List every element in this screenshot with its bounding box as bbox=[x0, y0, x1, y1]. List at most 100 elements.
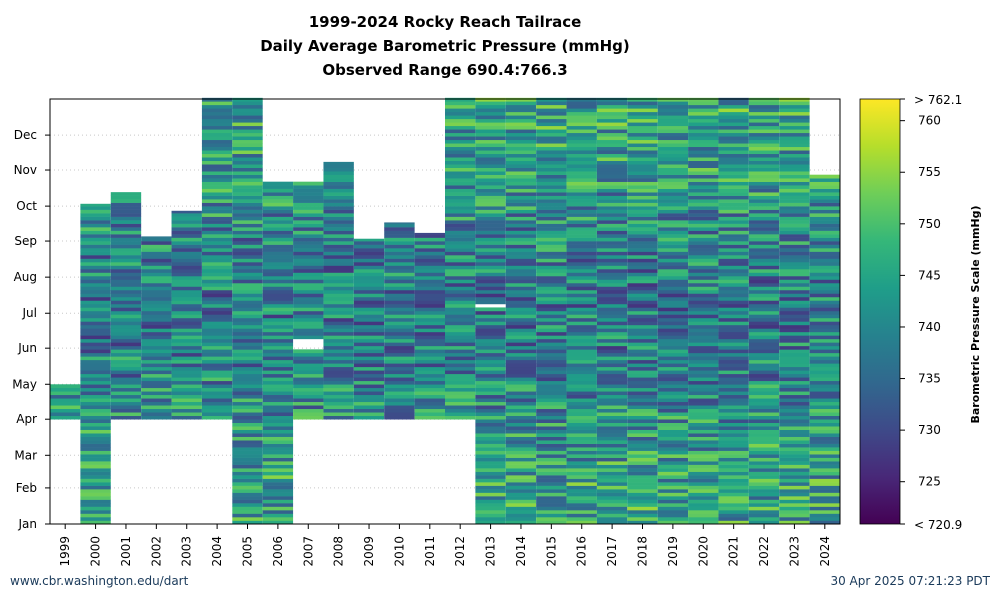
colorbar-tick-label-725: 725 bbox=[918, 475, 941, 489]
heatmap-cell-2022 bbox=[748, 171, 780, 175]
heatmap-cell-2017 bbox=[596, 482, 628, 486]
heatmap-cell-2020 bbox=[688, 248, 719, 252]
heatmap-cell-2016 bbox=[566, 471, 597, 476]
heatmap-cell-2016 bbox=[566, 513, 597, 518]
heatmap-cell-2015 bbox=[536, 436, 567, 441]
heatmap-cell-2006 bbox=[262, 216, 294, 221]
heatmap-cell-2018 bbox=[627, 206, 658, 210]
heatmap-cell-2011 bbox=[414, 310, 445, 315]
heatmap-cell-2022 bbox=[748, 422, 780, 427]
heatmap-cell-2023 bbox=[779, 422, 810, 427]
heatmap-cell-2015 bbox=[536, 296, 567, 301]
heatmap-cell-2014 bbox=[505, 227, 537, 231]
heatmap-cell-2004 bbox=[201, 216, 233, 221]
heatmap-cell-2015 bbox=[536, 464, 567, 469]
heatmap-cell-2016 bbox=[566, 188, 597, 193]
heatmap-cell-2006 bbox=[262, 258, 294, 263]
heatmap-cell-2023 bbox=[779, 220, 810, 224]
heatmap-cell-2015 bbox=[536, 272, 567, 277]
heatmap-cell-2019 bbox=[657, 328, 689, 333]
heatmap-cell-2004 bbox=[201, 157, 233, 162]
heatmap-cell-2022 bbox=[748, 436, 780, 441]
heatmap-cell-2003 bbox=[171, 258, 202, 263]
heatmap-cell-2016 bbox=[566, 510, 597, 514]
heatmap-cell-2024 bbox=[809, 436, 840, 441]
heatmap-cell-2021 bbox=[718, 492, 749, 497]
heatmap-cell-2023 bbox=[779, 129, 810, 134]
heatmap-cell-2006 bbox=[262, 450, 294, 455]
heatmap-cell-2017 bbox=[596, 262, 628, 266]
heatmap-cell-2001 bbox=[110, 255, 142, 259]
heatmap-cell-2008 bbox=[323, 230, 354, 235]
heatmap-cell-2021 bbox=[718, 202, 749, 207]
heatmap-cell-2000 bbox=[80, 310, 111, 315]
heatmap-cell-2004 bbox=[201, 111, 233, 116]
heatmap-cell-2012 bbox=[445, 167, 476, 172]
heatmap-cell-2023 bbox=[779, 394, 810, 399]
heatmap-cell-2005 bbox=[232, 492, 263, 497]
heatmap-cell-2005 bbox=[232, 373, 263, 378]
heatmap-cell-2018 bbox=[627, 349, 658, 354]
heatmap-cell-2019 bbox=[657, 279, 689, 284]
heatmap-cell-2020 bbox=[688, 171, 719, 175]
heatmap-cell-2021 bbox=[718, 520, 749, 525]
heatmap-cell-2005 bbox=[232, 394, 263, 399]
heatmap-cell-2022 bbox=[748, 282, 780, 287]
heatmap-cell-2019 bbox=[657, 454, 689, 458]
heatmap-cell-2024 bbox=[809, 195, 840, 200]
heatmap-cell-2021 bbox=[718, 181, 749, 186]
heatmap-cell-2004 bbox=[201, 178, 233, 182]
heatmap-cell-2016 bbox=[566, 174, 597, 179]
heatmap-cell-2010 bbox=[384, 380, 415, 385]
heatmap-cell-2002 bbox=[141, 296, 172, 301]
heatmap-cell-2021 bbox=[718, 157, 749, 162]
heatmap-cell-2001 bbox=[110, 213, 142, 217]
heatmap-cell-2021 bbox=[718, 314, 749, 319]
heatmap-cell-2005 bbox=[232, 206, 263, 210]
heatmap-cell-2013 bbox=[475, 286, 506, 291]
heatmap-cell-2007 bbox=[293, 380, 324, 385]
heatmap-cell-2000 bbox=[80, 485, 111, 490]
heatmap-cell-2015 bbox=[536, 153, 567, 158]
heatmap-cell-2000 bbox=[80, 338, 111, 343]
heatmap-cell-2005 bbox=[232, 461, 263, 465]
heatmap-cell-2017 bbox=[596, 122, 628, 127]
heatmap-cell-2024 bbox=[809, 454, 840, 458]
heatmap-cell-2013 bbox=[475, 237, 506, 242]
heatmap-cell-2009 bbox=[353, 387, 385, 392]
heatmap-cell-2023 bbox=[779, 289, 810, 294]
heatmap-cell-2007 bbox=[293, 289, 324, 294]
heatmap-cell-2011 bbox=[414, 317, 445, 322]
heatmap-cell-2009 bbox=[353, 384, 385, 389]
heatmap-cell-2003 bbox=[171, 234, 202, 238]
heatmap-cell-2008 bbox=[323, 262, 354, 266]
heatmap-cell-2022 bbox=[748, 331, 780, 336]
heatmap-cell-2003 bbox=[171, 227, 202, 231]
heatmap-cell-2010 bbox=[384, 363, 415, 368]
heatmap-cell-2024 bbox=[809, 272, 840, 277]
heatmap-cell-2023 bbox=[779, 314, 810, 319]
heatmap-cell-2021 bbox=[718, 223, 749, 228]
heatmap-cell-2016 bbox=[566, 429, 597, 434]
heatmap-cell-2024 bbox=[809, 394, 840, 399]
heatmap-cell-2006 bbox=[262, 405, 294, 410]
heatmap-cell-2022 bbox=[748, 157, 780, 162]
heatmap-cell-2012 bbox=[445, 237, 476, 242]
heatmap-cell-2017 bbox=[596, 384, 628, 389]
heatmap-cell-2023 bbox=[779, 227, 810, 231]
heatmap-cell-2008 bbox=[323, 377, 354, 382]
heatmap-cell-2009 bbox=[353, 394, 385, 399]
heatmap-cell-2010 bbox=[384, 282, 415, 287]
heatmap-cell-2005 bbox=[232, 293, 263, 298]
heatmap-cell-2009 bbox=[353, 415, 385, 420]
heatmap-cell-2024 bbox=[809, 216, 840, 221]
heatmap-cell-2006 bbox=[262, 415, 294, 420]
heatmap-cell-2008 bbox=[323, 206, 354, 210]
heatmap-cell-2012 bbox=[445, 269, 476, 273]
heatmap-cell-2009 bbox=[353, 286, 385, 291]
heatmap-cell-2017 bbox=[596, 464, 628, 469]
heatmap-cell-2021 bbox=[718, 499, 749, 504]
heatmap-cell-2014 bbox=[505, 244, 537, 249]
heatmap-cell-2020 bbox=[688, 387, 719, 392]
heatmap-cell-2017 bbox=[596, 450, 628, 455]
